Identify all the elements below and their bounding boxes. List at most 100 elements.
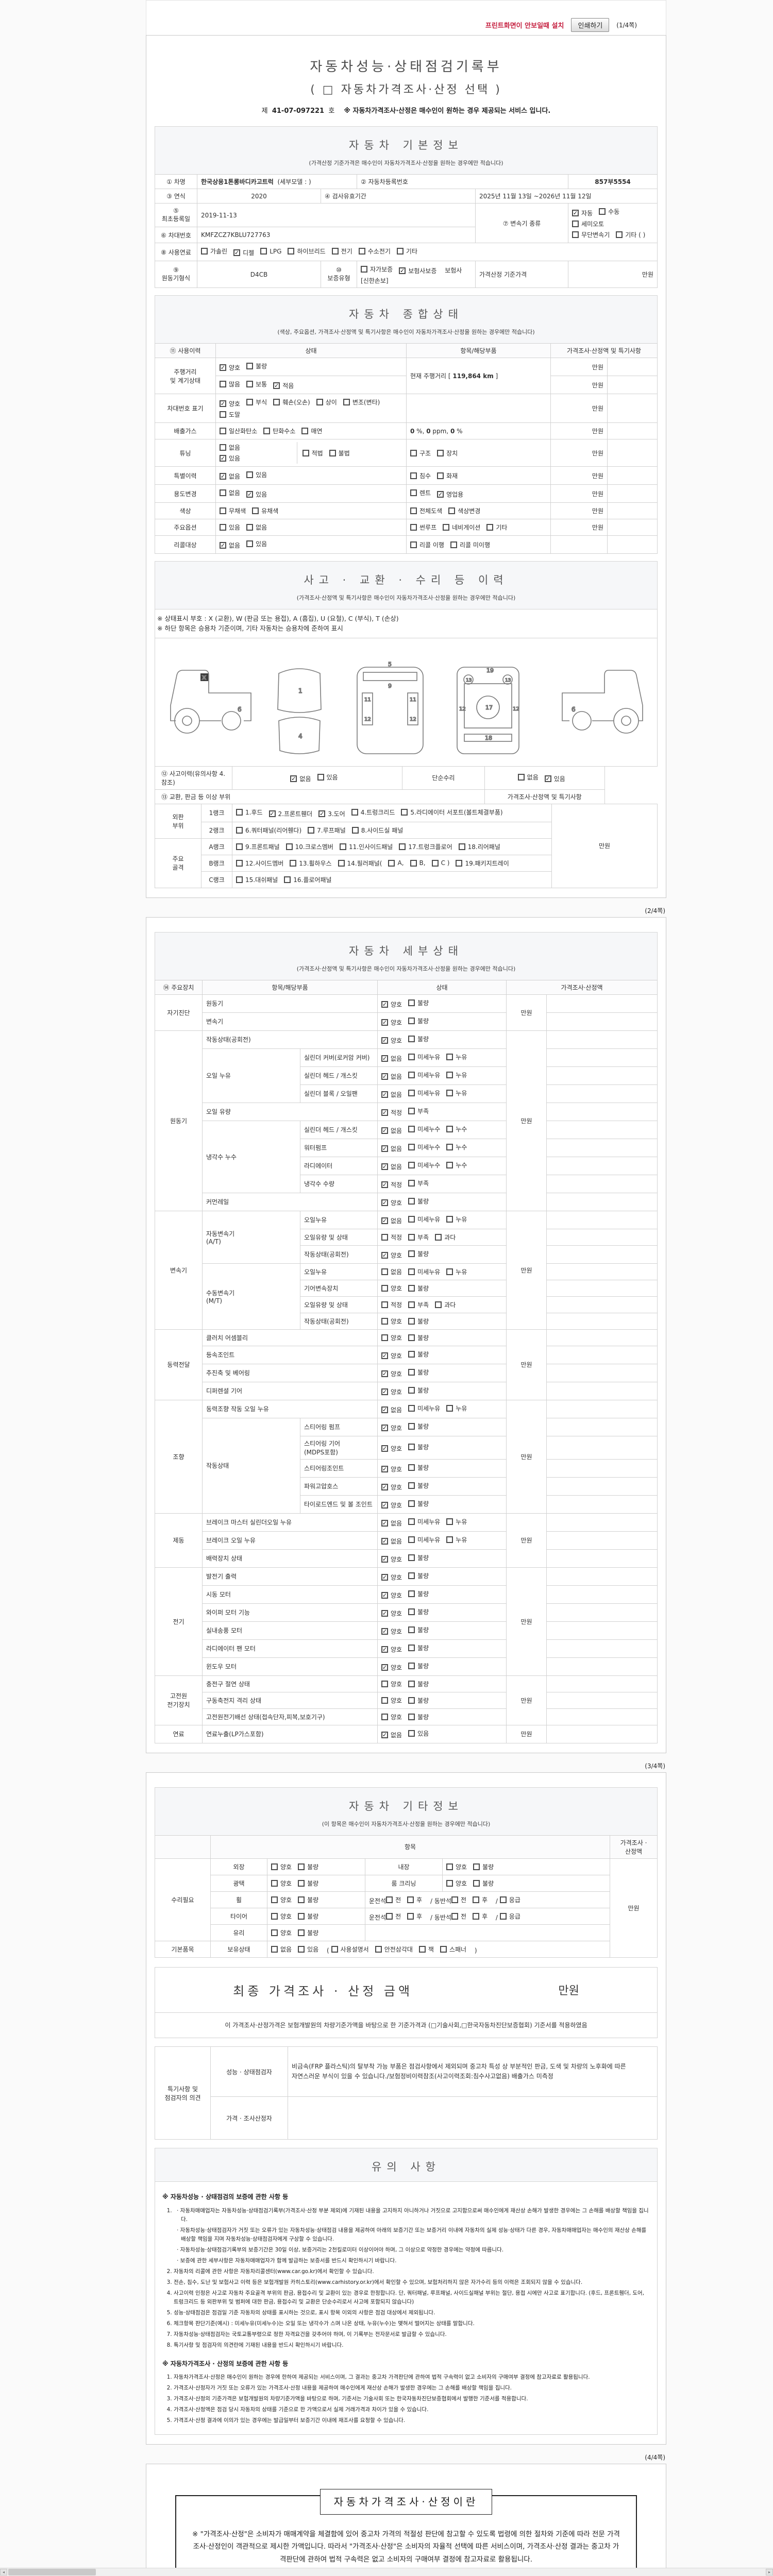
- checkbox-누수[interactable]: 누수: [446, 1161, 467, 1170]
- checkbox-양호[interactable]: ✓ 양호: [381, 1037, 402, 1044]
- checkbox-11.인사이드패널[interactable]: 11.인사이드패널: [339, 842, 393, 851]
- checkbox-양호[interactable]: ✓ 양호: [381, 1370, 402, 1378]
- checkbox-불량[interactable]: 불량: [473, 1862, 494, 1871]
- checkbox-양호[interactable]: ✓ 양호: [220, 400, 241, 408]
- checkbox-전[interactable]: 전: [451, 1895, 466, 1904]
- checkbox-양호[interactable]: 양호: [271, 1879, 292, 1888]
- checkbox-불량[interactable]: 불량: [408, 1035, 429, 1043]
- checkbox-양호[interactable]: ✓ 양호: [381, 1424, 402, 1432]
- checkbox-적정[interactable]: ✓ 적정: [381, 1109, 402, 1116]
- checkbox-부족[interactable]: 부족: [408, 1179, 429, 1188]
- checkbox-없음[interactable]: 없음: [271, 1945, 292, 1954]
- checkbox-불량[interactable]: 불량: [408, 1643, 429, 1652]
- checkbox-불량[interactable]: 불량: [408, 998, 429, 1007]
- checkbox-리콜 이행[interactable]: 리콜 이행: [410, 540, 444, 549]
- checkbox-렌트[interactable]: 렌트: [410, 488, 431, 497]
- checkbox-5.라디에이터 서포트(볼트체결부품)[interactable]: 5.라디에이터 서포트(볼트체결부품): [401, 808, 503, 817]
- checkbox-양호[interactable]: ✓ 양호: [381, 1251, 402, 1259]
- checkbox-양호[interactable]: ✓ 양호: [381, 1483, 402, 1491]
- checkbox-불량[interactable]: 불량: [298, 1862, 318, 1871]
- checkbox-미세누유[interactable]: 미세누유: [408, 1404, 440, 1413]
- checkbox-상이[interactable]: 상이: [316, 398, 337, 406]
- horizontal-scrollbar[interactable]: ◂ ▸: [0, 2568, 773, 2576]
- checkbox-변조(변타)[interactable]: 변조(변타): [343, 398, 380, 406]
- checkbox-양호[interactable]: ✓ 양호: [381, 1199, 402, 1207]
- checkbox-무단변속기[interactable]: 무단변속기: [572, 230, 610, 239]
- checkbox-양호[interactable]: ✓ 양호: [381, 1501, 402, 1509]
- checkbox-부족[interactable]: 부족: [408, 1300, 429, 1309]
- checkbox-없음[interactable]: 없음: [220, 443, 291, 452]
- checkbox-많음[interactable]: 많음: [220, 380, 240, 388]
- checkbox-후[interactable]: 후: [407, 1895, 422, 1904]
- checkbox-있음[interactable]: ✓ 있음: [544, 775, 565, 783]
- checkbox-미세누수[interactable]: 미세누수: [408, 1143, 440, 1151]
- checkbox-불량[interactable]: 불량: [408, 1443, 429, 1451]
- checkbox-불량[interactable]: 불량: [408, 1589, 429, 1598]
- checkbox-전[interactable]: 전: [386, 1895, 401, 1904]
- checkbox-미세누수[interactable]: 미세누수: [408, 1125, 440, 1133]
- checkbox-있음[interactable]: 있음: [220, 523, 240, 532]
- checkbox-양호[interactable]: 양호: [271, 1928, 292, 1937]
- checkbox-양호[interactable]: 양호: [271, 1912, 292, 1921]
- checkbox-불량[interactable]: 불량: [408, 1350, 429, 1359]
- checkbox-잭[interactable]: 잭: [418, 1945, 434, 1954]
- checkbox-과다[interactable]: 과다: [435, 1300, 456, 1309]
- checkbox-불량[interactable]: 불량: [408, 1571, 429, 1580]
- checkbox-썬루프[interactable]: 썬루프: [410, 523, 436, 532]
- checkbox-없음[interactable]: ✓ 없음: [290, 775, 311, 783]
- checkbox-응급[interactable]: 응급: [499, 1895, 520, 1904]
- checkbox-없음[interactable]: ✓ 없음: [381, 1406, 402, 1414]
- checkbox-없음[interactable]: 없음: [220, 488, 240, 497]
- checkbox-적정[interactable]: 적정: [381, 1233, 402, 1242]
- checkbox-미세누유[interactable]: 미세누유: [408, 1267, 440, 1276]
- checkbox-양호[interactable]: 양호: [271, 1862, 292, 1871]
- checkbox-불량[interactable]: 불량: [408, 1553, 429, 1562]
- checkbox-없음[interactable]: ✓ 없음: [381, 1519, 402, 1527]
- checkbox-있음[interactable]: 있음: [298, 1945, 318, 1954]
- checkbox-없음[interactable]: ✓ 없음: [381, 1145, 402, 1153]
- checkbox-18.리어패널[interactable]: 18.리어패널: [458, 842, 500, 851]
- checkbox-불량[interactable]: 불량: [408, 1481, 429, 1490]
- checkbox-양호[interactable]: ✓ 양호: [381, 1664, 402, 1671]
- checkbox-탄화수소[interactable]: 탄화수소: [263, 427, 295, 435]
- checkbox-사용설명서[interactable]: 사용설명서: [331, 1945, 369, 1954]
- checkbox-불량[interactable]: 불량: [408, 1249, 429, 1258]
- checkbox-도말[interactable]: 도말: [220, 410, 240, 419]
- checkbox-양호[interactable]: ✓ 양호: [381, 1352, 402, 1360]
- checkbox-양호[interactable]: ✓ 양호: [381, 1445, 402, 1452]
- checkbox-영업용[interactable]: ✓ 영업용: [437, 491, 464, 498]
- checkbox-안전삼각대[interactable]: 안전삼각대: [375, 1945, 413, 1954]
- checkbox-불량[interactable]: 불량: [408, 1696, 429, 1705]
- checkbox-미세누수[interactable]: 미세누수: [408, 1161, 440, 1170]
- checkbox-양호[interactable]: ✓ 양호: [220, 364, 241, 371]
- checkbox-누유[interactable]: 누유: [446, 1089, 467, 1097]
- checkbox-A,[interactable]: A,: [388, 859, 404, 867]
- checkbox-7.루프패널[interactable]: 7.루프패널: [308, 826, 346, 835]
- checkbox-전[interactable]: 전: [386, 1912, 401, 1921]
- checkbox-적음[interactable]: ✓ 적음: [273, 382, 294, 389]
- checkbox-무채색[interactable]: 무채색: [220, 506, 246, 515]
- checkbox-불량[interactable]: 불량: [408, 1607, 429, 1616]
- checkbox-불량[interactable]: 불량: [408, 1499, 429, 1508]
- checkbox-보통[interactable]: 보통: [246, 380, 267, 388]
- checkbox-10.크로스멤버[interactable]: 10.크로스멤버: [285, 842, 333, 851]
- checkbox-B,[interactable]: B,: [410, 859, 426, 867]
- checkbox-양호[interactable]: ✓ 양호: [381, 1001, 402, 1008]
- checkbox-부식[interactable]: 부식: [246, 398, 267, 406]
- checkbox-불량[interactable]: 불량: [408, 1662, 429, 1670]
- checkbox-유채색[interactable]: 유채색: [252, 506, 278, 515]
- checkbox-있음[interactable]: 있음: [317, 773, 338, 782]
- checkbox-하이브리드[interactable]: 하이브리드: [288, 247, 326, 256]
- checkbox-미세누유[interactable]: 미세누유: [408, 1215, 440, 1224]
- checkbox-기타[interactable]: 기타: [486, 523, 507, 532]
- checkbox-미세누유[interactable]: 미세누유: [408, 1053, 440, 1061]
- checkbox-전체도색[interactable]: 전체도색: [410, 506, 442, 515]
- checkbox-과다[interactable]: 과다: [435, 1233, 456, 1242]
- checkbox-없음[interactable]: ✓ 없음: [381, 1217, 402, 1225]
- checkbox-누유[interactable]: 누유: [446, 1267, 467, 1276]
- checkbox-있음[interactable]: 있음: [408, 1729, 429, 1738]
- checkbox-수동[interactable]: 수동: [599, 207, 619, 216]
- checkbox-자동[interactable]: ✓ 자동: [572, 210, 593, 217]
- checkbox-기타 ( )[interactable]: 기타 ( ): [616, 230, 645, 239]
- checkbox-누유[interactable]: 누유: [446, 1535, 467, 1544]
